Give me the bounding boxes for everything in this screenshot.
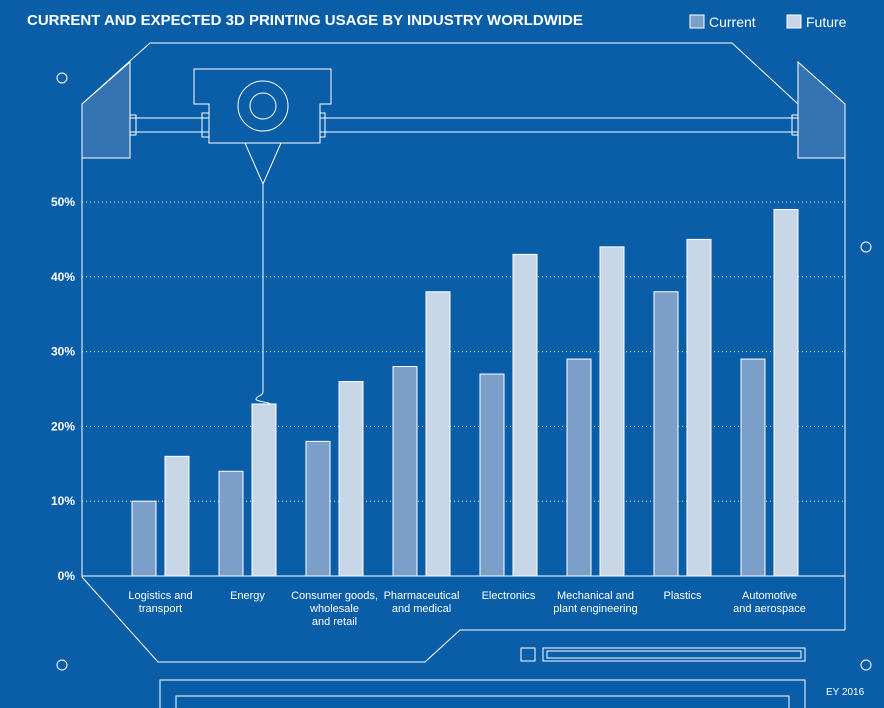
y-tick-label: 20% <box>51 419 75 433</box>
bar-future <box>686 238 712 577</box>
control-slot-inner <box>546 650 802 659</box>
bar-future <box>512 253 538 577</box>
bar-current <box>131 500 157 577</box>
right-bracket <box>797 60 846 159</box>
y-tick-label: 0% <box>58 569 76 583</box>
x-tick-label: Pharmaceutical and medical <box>384 590 460 615</box>
screw-bottom-left <box>56 659 68 671</box>
legend: Current Future <box>689 14 847 30</box>
y-tick-label: 50% <box>51 195 75 209</box>
y-tick-label: 30% <box>51 345 75 359</box>
bar-future <box>164 455 190 577</box>
base-plate-inner <box>175 695 790 708</box>
x-tick-label: Electronics <box>482 590 536 602</box>
left-bracket <box>81 60 131 159</box>
base-plate-outer <box>159 679 806 708</box>
rail-stop-left <box>129 114 137 136</box>
bar-current <box>479 373 505 577</box>
bar-current <box>218 470 244 577</box>
screw-bottom-right <box>860 659 872 671</box>
frame-top-outline <box>81 42 799 158</box>
screw-top-left <box>56 72 68 84</box>
control-button <box>520 647 536 662</box>
printer-frame <box>56 42 872 708</box>
x-tick-label: Consumer goods, wholesale and retail <box>291 590 378 628</box>
print-head-ring-inner <box>249 92 277 120</box>
filament-line <box>255 184 271 406</box>
x-tick-label: Plastics <box>664 590 702 602</box>
bar-current <box>305 440 331 577</box>
bar-current <box>653 291 679 577</box>
bar-current <box>392 366 418 577</box>
legend-swatch-current <box>689 14 705 29</box>
bar-future <box>251 403 277 577</box>
legend-label-future: Future <box>806 14 847 30</box>
x-tick-label: Energy <box>230 590 265 602</box>
x-axis-labels: Logistics and transport Energy Consumer goo… <box>128 590 806 628</box>
x-tick-label: Mechanical and plant engineering <box>553 590 637 615</box>
bar-current <box>566 358 592 577</box>
frame-bottom-outline <box>81 576 845 663</box>
print-head <box>193 68 332 144</box>
legend-label-current: Current <box>709 14 756 30</box>
x-tick-label: Logistics and transport <box>128 590 192 615</box>
print-head-ring-outer <box>237 80 289 132</box>
rail-stop-right <box>791 114 799 136</box>
bar-future <box>338 381 364 577</box>
chart-title: CURRENT AND EXPECTED 3D PRINTING USAGE B… <box>27 12 583 29</box>
nozzle <box>244 142 282 186</box>
bars <box>131 208 799 577</box>
control-slot-outer <box>542 647 806 662</box>
bar-future <box>773 208 799 577</box>
bar-current <box>740 358 766 577</box>
y-tick-label: 40% <box>51 270 75 284</box>
legend-swatch-future <box>786 14 802 29</box>
y-tick-label: 10% <box>51 494 75 508</box>
y-axis-ticks: 0% 10% 20% 30% 40% 50% <box>51 195 75 583</box>
screw-right-middle <box>860 241 872 253</box>
bar-future <box>599 246 625 577</box>
gridlines <box>82 201 845 502</box>
bar-future <box>425 291 451 577</box>
source-credit: EY 2016 <box>826 687 865 698</box>
x-tick-label: Automotive and aerospace <box>733 590 806 615</box>
